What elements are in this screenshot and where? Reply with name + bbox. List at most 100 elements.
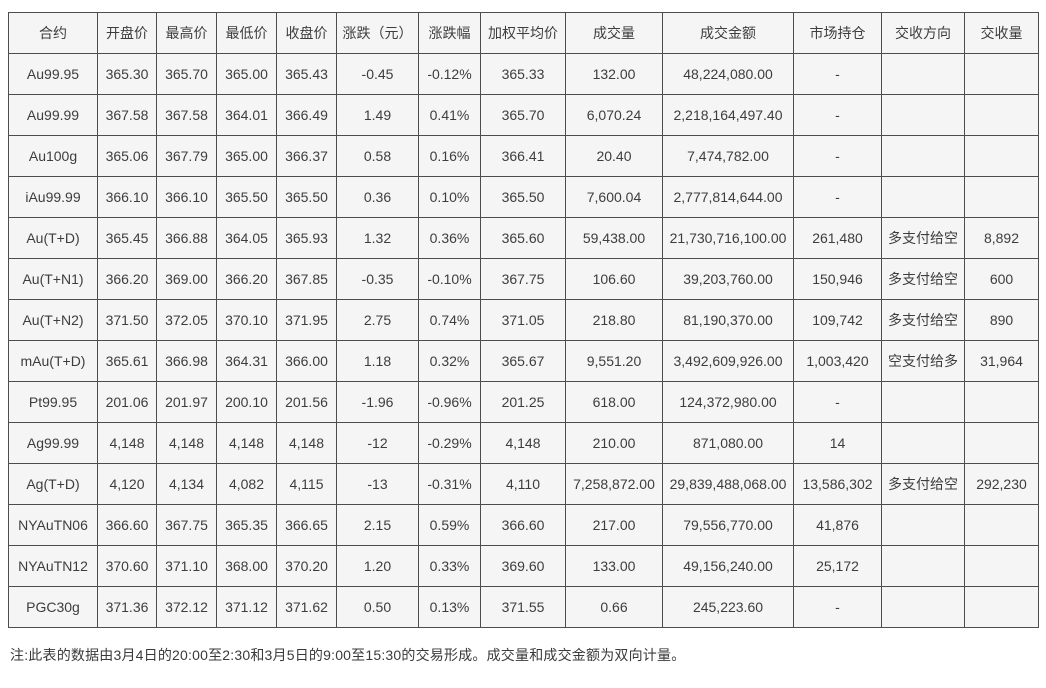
cell: 2,218,164,497.40 [662,94,794,136]
cell: 366.60 [480,504,566,546]
table-row: NYAuTN06 366.60 367.75 365.35 366.65 2.15 0.59… [8,504,1039,546]
cell: -0.35 [336,258,419,300]
column-header-7: 加权平均价 [480,12,566,54]
cell: 0.66 [565,586,663,628]
table-row: Au99.99 367.58 367.58 364.01 366.49 1.49 0.41%… [8,94,1039,136]
cell: 871,080.00 [662,422,794,464]
cell: 4,110 [480,463,566,505]
cell: 370.10 [216,299,277,341]
cell: 8,892 [964,217,1039,259]
cell: -0.29% [418,422,481,464]
cell: 6,070.24 [565,94,663,136]
cell: 368.00 [216,545,277,587]
column-header-2: 最高价 [156,12,217,54]
cell: 371.12 [216,586,277,628]
cell: 367.79 [156,135,217,177]
column-header-8: 成交量 [565,12,663,54]
column-header-3: 最低价 [216,12,277,54]
cell: 9,551.20 [565,340,663,382]
cell: 365.70 [480,94,566,136]
cell: 多支付给空 [881,463,965,505]
cell: 890 [964,299,1039,341]
cell: 4,082 [216,463,277,505]
cell: 365.50 [480,176,566,218]
cell: 618.00 [565,381,663,423]
cell: -0.12% [418,53,481,95]
column-header-5: 涨跌（元） [336,12,419,54]
cell: -12 [336,422,419,464]
cell: -1.96 [336,381,419,423]
cell: 366.41 [480,135,566,177]
cell: 132.00 [565,53,663,95]
contract-cell: PGC30g [8,586,98,628]
column-header-10: 市场持仓 [793,12,882,54]
cell: 370.20 [276,545,337,587]
cell: 多支付给空 [881,258,965,300]
cell: 366.49 [276,94,337,136]
cell: 25,172 [793,545,882,587]
cell: 4,134 [156,463,217,505]
table-row: Ag99.99 4,148 4,148 4,148 4,148 -12 -0.29% 4,14… [8,422,1039,464]
contract-cell: Au(T+D) [8,217,98,259]
cell: 365.50 [216,176,277,218]
column-header-0: 合约 [8,12,98,54]
cell: 150,946 [793,258,882,300]
contract-cell: Pt99.95 [8,381,98,423]
cell: 367.85 [276,258,337,300]
cell: 4,120 [97,463,157,505]
page: 合约 开盘价 最高价 最低价 收盘价 涨跌（元） 涨跌幅 加权平均价 成交量 成交金额 市场持仓 交收… [8,12,1039,663]
cell: 366.98 [156,340,217,382]
cell: 0.36% [418,217,481,259]
column-header-1: 开盘价 [97,12,157,54]
table-row: Pt99.95 201.06 201.97 200.10 201.56 -1.96 -0.9… [8,381,1039,423]
cell: 366.20 [216,258,277,300]
cell [881,176,965,218]
cell: 600 [964,258,1039,300]
cell: 109,742 [793,299,882,341]
cell: 41,876 [793,504,882,546]
cell: 371.62 [276,586,337,628]
cell: 多支付给空 [881,217,965,259]
column-header-4: 收盘价 [276,12,337,54]
footnote: 注:此表的数据由3月4日的20:00至2:30和3月5日的9:00至15:30的… [10,647,686,663]
cell: 365.67 [480,340,566,382]
cell: -0.31% [418,463,481,505]
cell: - [793,176,882,218]
cell: 31,964 [964,340,1039,382]
cell [881,545,965,587]
cell: 366.20 [97,258,157,300]
cell: 1.18 [336,340,419,382]
column-header-11: 交收方向 [881,12,965,54]
cell [881,381,965,423]
column-header-6: 涨跌幅 [418,12,481,54]
header-row: 合约 开盘价 最高价 最低价 收盘价 涨跌（元） 涨跌幅 加权平均价 成交量 成交金额 市场持仓 交收… [8,12,1039,54]
cell: 4,115 [276,463,337,505]
cell: 81,190,370.00 [662,299,794,341]
cell: 365.45 [97,217,157,259]
cell: 124,372,980.00 [662,381,794,423]
cell: 0.32% [418,340,481,382]
cell [964,135,1039,177]
cell: 133.00 [565,545,663,587]
cell: 369.00 [156,258,217,300]
cell [964,586,1039,628]
cell: 371.36 [97,586,157,628]
cell: 366.00 [276,340,337,382]
cell: 0.13% [418,586,481,628]
cell: 0.41% [418,94,481,136]
cell: 366.88 [156,217,217,259]
contract-cell: Ag(T+D) [8,463,98,505]
cell: 14 [793,422,882,464]
cell [881,53,965,95]
table-row: iAu99.99 366.10 366.10 365.50 365.50 0.36 0.10… [8,176,1039,218]
cell: 366.10 [97,176,157,218]
table-row: Au(T+N2) 371.50 372.05 370.10 371.95 2.75 0.74… [8,299,1039,341]
contract-cell: Au(T+N2) [8,299,98,341]
cell: 365.60 [480,217,566,259]
table-row: Ag(T+D) 4,120 4,134 4,082 4,115 -13 -0.31% 4,11… [8,463,1039,505]
cell: - [793,381,882,423]
cell: 371.55 [480,586,566,628]
contract-cell: Au99.99 [8,94,98,136]
cell: 201.06 [97,381,157,423]
table-row: Au100g 365.06 367.79 365.00 366.37 0.58 0.16% 3… [8,135,1039,177]
